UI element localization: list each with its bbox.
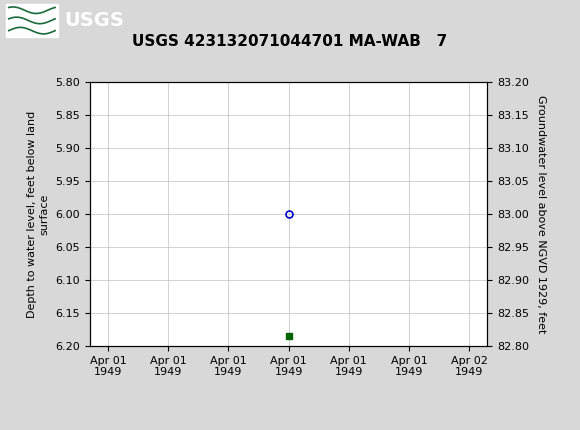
Text: USGS: USGS bbox=[64, 11, 124, 30]
Y-axis label: Groundwater level above NGVD 1929, feet: Groundwater level above NGVD 1929, feet bbox=[536, 95, 546, 333]
Text: USGS 423132071044701 MA-WAB   7: USGS 423132071044701 MA-WAB 7 bbox=[132, 34, 448, 49]
FancyBboxPatch shape bbox=[6, 4, 58, 37]
Y-axis label: Depth to water level, feet below land
surface: Depth to water level, feet below land su… bbox=[27, 111, 50, 317]
